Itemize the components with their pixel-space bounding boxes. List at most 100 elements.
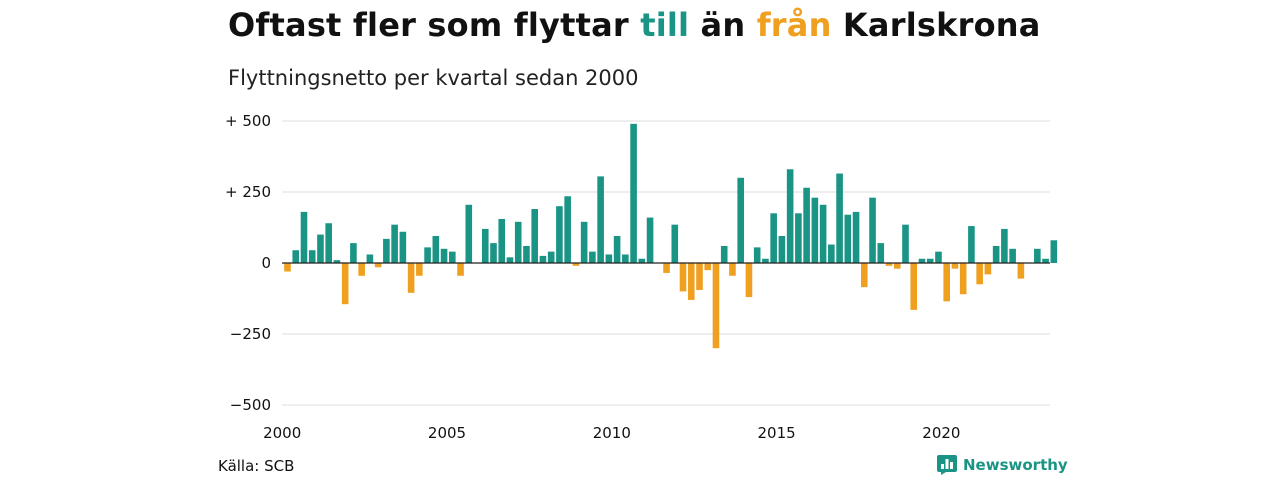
bar (317, 234, 324, 263)
bar (737, 177, 744, 263)
bar (696, 263, 703, 290)
bar (910, 263, 918, 310)
bar (951, 263, 959, 269)
bar (819, 204, 827, 263)
bar (885, 263, 893, 266)
x-tick-label: 2015 (758, 424, 796, 442)
bar (959, 263, 967, 295)
x-tick-label: 2005 (428, 424, 466, 442)
bar (383, 238, 390, 263)
bar (902, 224, 909, 263)
bar (366, 254, 374, 263)
title-part-1: Oftast fler som flyttar (228, 6, 641, 44)
bar (572, 263, 580, 266)
title-highlight-till: till (640, 6, 690, 44)
bar (1009, 248, 1016, 263)
bar (778, 236, 786, 263)
chart-title: Oftast fler som flyttar till än från Kar… (228, 6, 1041, 44)
bar (284, 263, 291, 272)
bar (918, 258, 926, 263)
bar (630, 123, 637, 263)
bar (547, 251, 555, 263)
bar (514, 221, 522, 263)
bar (531, 209, 538, 263)
bars (284, 123, 1058, 349)
y-tick-label: 0 (261, 254, 271, 272)
title-highlight-fran: från (756, 6, 832, 44)
bar (440, 248, 448, 263)
bar (399, 231, 407, 263)
y-tick-label: −250 (230, 325, 271, 343)
bar (828, 244, 835, 263)
bar (926, 258, 934, 263)
bar (976, 263, 983, 285)
bar (465, 204, 473, 263)
bar (729, 263, 736, 276)
bar (852, 211, 860, 263)
y-tick-label: + 250 (225, 183, 271, 201)
bar (391, 224, 398, 263)
bar (308, 250, 316, 263)
bar (374, 263, 382, 268)
bar (556, 206, 563, 263)
bar (350, 243, 357, 263)
bar (770, 213, 777, 263)
bar (416, 263, 423, 276)
chart-subtitle: Flyttningsnetto per kvartal sedan 2000 (228, 66, 639, 90)
bar (992, 245, 1000, 263)
bar (844, 214, 852, 263)
brand-logo[interactable]: Newsworthy (937, 455, 1068, 475)
newsworthy-chart-icon (937, 455, 957, 475)
bar (968, 226, 975, 263)
bar (861, 263, 868, 288)
bar (506, 257, 514, 263)
bar (498, 218, 506, 263)
bar (1017, 263, 1025, 279)
bar (646, 217, 654, 263)
bar (712, 263, 720, 349)
bar (341, 263, 349, 305)
bar (679, 263, 687, 292)
bar (292, 250, 300, 263)
bar (786, 169, 794, 263)
bar (457, 263, 464, 276)
bar (490, 243, 497, 263)
bar (720, 245, 728, 263)
bar (811, 197, 819, 263)
bar (663, 263, 670, 273)
x-tick-label: 2010 (593, 424, 631, 442)
bar (564, 196, 571, 263)
grid-lines (282, 120, 1050, 406)
bar (613, 236, 621, 263)
bar (638, 258, 646, 263)
bar (877, 243, 885, 263)
bar (1034, 248, 1041, 263)
x-tick-label: 2000 (263, 424, 301, 442)
bar (869, 197, 876, 263)
bar (580, 221, 588, 263)
title-part-2: än (689, 6, 757, 44)
source-note: Källa: SCB (218, 457, 295, 475)
bar (622, 254, 629, 263)
bar (539, 255, 547, 263)
bar (597, 176, 604, 263)
bar (762, 258, 769, 263)
bar (449, 251, 456, 263)
bar (1050, 240, 1058, 263)
bar (1042, 258, 1049, 263)
bar (753, 247, 761, 263)
bar (671, 224, 679, 263)
bar (432, 236, 440, 263)
y-tick-label: + 500 (225, 112, 271, 130)
bar (1001, 228, 1008, 263)
bar (704, 263, 712, 271)
bar (481, 228, 489, 263)
bar (424, 247, 431, 263)
brand-name: Newsworthy (963, 456, 1068, 474)
bar (893, 263, 901, 269)
bar (984, 263, 992, 275)
x-tick-label: 2020 (922, 424, 960, 442)
y-tick-label: −500 (230, 396, 271, 414)
bar (745, 263, 753, 298)
bar (333, 260, 341, 263)
